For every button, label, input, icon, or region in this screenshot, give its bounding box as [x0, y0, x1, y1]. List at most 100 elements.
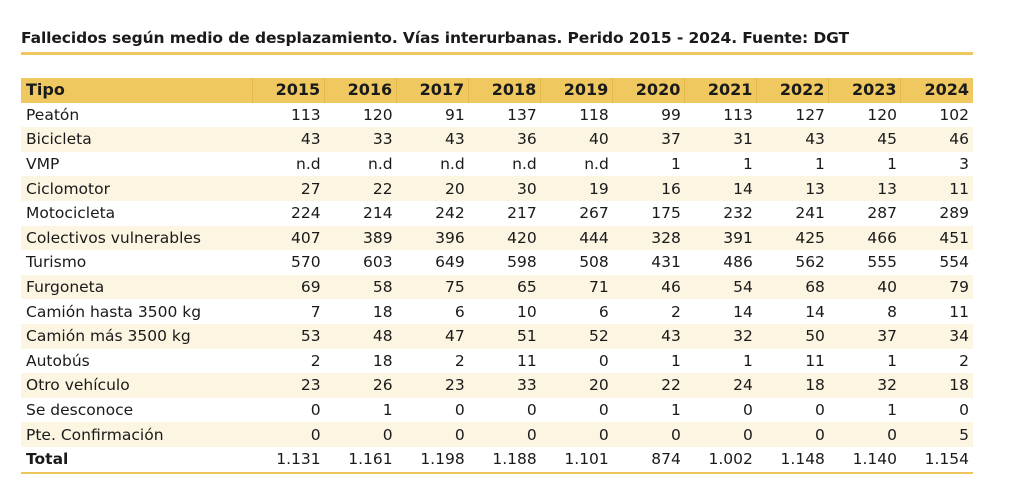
total-cell: 1.131 — [252, 446, 325, 474]
total-label: Total — [21, 446, 253, 474]
total-cell: 1.101 — [540, 446, 613, 474]
table-cell: 13 — [828, 176, 901, 201]
table-cell: 2 — [454, 351, 465, 370]
table-cell: 54 — [684, 274, 757, 300]
table-cell: 1 — [382, 401, 393, 420]
table-cell: 0 — [252, 422, 325, 447]
table-cell: 20 — [540, 373, 613, 398]
table-cell: 75 — [396, 274, 469, 300]
table-cell: 137 — [507, 105, 537, 124]
table-cell: 287 — [867, 204, 897, 223]
table-cell: 2 — [959, 351, 969, 370]
table-cell: 45 — [828, 127, 901, 152]
table-cell: 43 — [252, 127, 325, 152]
table-cell: 20 — [396, 176, 469, 201]
table-cell: 1 — [887, 401, 897, 420]
table-cell: 18 — [372, 351, 393, 370]
table-cell: 24 — [684, 373, 757, 398]
table-row: Motocicleta 224 214 242 217 267 175 232 241 287 28… — [21, 201, 973, 226]
table-cell: 407 — [252, 225, 325, 251]
table-cell: 389 — [324, 225, 397, 251]
table-row: Autobús 2 18 2 11 0 1 1 11 1 2 — [21, 349, 973, 374]
table-cell: 2 — [310, 351, 321, 370]
table-cell: n.d — [296, 155, 321, 174]
table-cell: 26 — [324, 373, 397, 398]
table-cell: 11 — [900, 176, 973, 201]
table-cell: 0 — [454, 401, 465, 420]
row-label: Pte. Confirmación — [21, 422, 253, 447]
table-cell: 37 — [828, 323, 901, 349]
table-cell: 451 — [900, 225, 973, 251]
table-cell: 34 — [900, 323, 973, 349]
table-cell: 175 — [651, 204, 681, 223]
table-cell: 43 — [612, 323, 685, 349]
table-cell: 425 — [756, 225, 829, 251]
table-row: Turismo 570 603 649 598 508 431 486 562 555 554 — [21, 250, 973, 275]
table-row: Otro vehículo 23 26 23 33 20 22 24 18 32 18 — [21, 373, 973, 398]
table-cell: n.d — [368, 155, 393, 174]
table-row: Se desconoce 0 1 0 0 0 1 0 0 1 0 — [21, 398, 973, 423]
table-cell: 33 — [324, 127, 397, 152]
table-cell: 10 — [517, 302, 537, 321]
table-cell: 22 — [612, 373, 685, 398]
table-cell: n.d — [584, 155, 609, 174]
total-cell: 1.161 — [324, 446, 397, 474]
row-label: Bicicleta — [21, 127, 253, 152]
table-cell: 217 — [507, 204, 537, 223]
table-cell: 40 — [828, 274, 901, 300]
table-cell: 5 — [900, 422, 973, 447]
table-cell: 36 — [468, 127, 541, 152]
table-cell: 0 — [324, 422, 397, 447]
table-cell: 22 — [324, 176, 397, 201]
total-cell: 1.148 — [756, 446, 829, 474]
table-cell: 420 — [468, 225, 541, 251]
table-cell: 127 — [795, 105, 825, 124]
table-cell: n.d — [440, 155, 465, 174]
table-cell: 13 — [756, 176, 829, 201]
table-cell: 466 — [828, 225, 901, 251]
table-cell: 113 — [723, 105, 753, 124]
table-row: Pte. Confirmación 0 0 0 0 0 0 0 0 0 5 — [21, 422, 973, 447]
table-body: Peatón 113 120 91 137 118 99 113 127 120 102 Bicicl… — [21, 103, 973, 474]
table-cell: 1 — [670, 401, 681, 420]
table-cell: 14 — [805, 302, 825, 321]
column-header-year: 2018 — [468, 78, 542, 103]
table-cell: 391 — [684, 225, 757, 251]
column-header-year: 2021 — [684, 78, 758, 103]
table-row: Furgoneta 69 58 75 65 71 46 54 68 40 79 — [21, 274, 973, 300]
total-cell: 1.154 — [900, 446, 973, 474]
table-cell: 23 — [252, 373, 325, 398]
table-cell: 570 — [291, 253, 321, 272]
table-cell: 0 — [396, 422, 469, 447]
table-cell: 242 — [435, 204, 465, 223]
row-label: Peatón — [26, 105, 80, 124]
total-row: Total 1.131 1.161 1.198 1.188 1.101 874 1.002 1.… — [21, 446, 973, 474]
column-header-year: 2020 — [612, 78, 686, 103]
total-cell: 1.140 — [828, 446, 901, 474]
table-cell: 46 — [900, 127, 973, 152]
row-label: Furgoneta — [21, 274, 253, 300]
row-label: Camión hasta 3500 kg — [26, 302, 202, 321]
total-cell: 1.198 — [396, 446, 469, 474]
table-cell: 649 — [435, 253, 465, 272]
table-cell: n.d — [512, 155, 537, 174]
table-cell: 241 — [795, 204, 825, 223]
table-cell: 14 — [684, 176, 757, 201]
table-cell: 603 — [363, 253, 393, 272]
table-cell: 30 — [468, 176, 541, 201]
table-cell: 46 — [612, 274, 685, 300]
table-cell: 18 — [756, 373, 829, 398]
table-cell: 2 — [670, 302, 681, 321]
row-label: Se desconoce — [26, 401, 134, 420]
table-cell: 58 — [324, 274, 397, 300]
table-title: Fallecidos según medio de desplazamiento… — [21, 29, 973, 55]
table-cell: 0 — [612, 422, 685, 447]
table-cell: 0 — [959, 401, 969, 420]
table-cell: 0 — [526, 401, 537, 420]
column-header-tipo: Tipo — [21, 78, 254, 103]
table-cell: 0 — [828, 422, 901, 447]
row-label: Otro vehículo — [21, 373, 253, 398]
table-cell: 0 — [684, 422, 757, 447]
total-cell: 1.002 — [684, 446, 757, 474]
table-cell: 0 — [310, 401, 321, 420]
